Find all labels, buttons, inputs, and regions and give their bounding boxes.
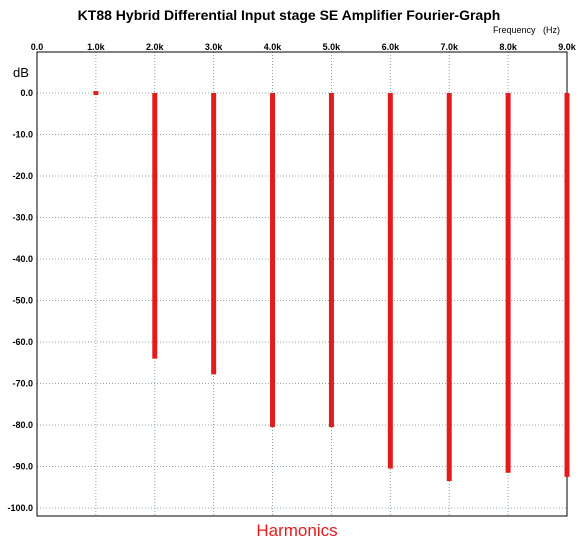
plot-border (36, 51, 568, 517)
x-tick-label: 0.0 (31, 42, 44, 52)
x-tick-label: 4.0k (264, 42, 283, 52)
y-tick-label: -90.0 (12, 462, 33, 472)
x-tick-label: 1.0k (87, 42, 106, 52)
harmonic-bar (387, 93, 393, 469)
y-axis-label: dB (13, 65, 29, 80)
x-tick-label: 5.0k (323, 42, 342, 52)
harmonic-bar (211, 93, 217, 375)
x-unit-label: Frequency (Hz) (493, 25, 560, 35)
x-tick-label: 6.0k (382, 42, 401, 52)
y-tick-labels: 0.0 -10.0 -20.0 -30.0 -40.0 -50.0 -60.0 -70.0 -8… (7, 88, 33, 513)
y-tick-label: -60.0 (12, 337, 33, 347)
x-tick-labels: 0.0 1.0k 2.0k 3.0k 4.0k 5.0k 6.0k 7.0k 8.0k 9.0k (31, 42, 577, 52)
plot-frame (36, 51, 568, 517)
chart-title: KT88 Hybrid Differential Input stage SE … (78, 7, 501, 23)
x-tick-label: 3.0k (205, 42, 224, 52)
y-tick-label: -50.0 (12, 296, 33, 306)
harmonic-bar (152, 93, 158, 359)
harmonic-bar (446, 93, 452, 482)
y-tick-label: -30.0 (12, 213, 33, 223)
harmonic-bar (270, 93, 276, 428)
x-tick-label: 7.0k (440, 42, 459, 52)
harmonic-bar (564, 93, 570, 477)
harmonic-bar-fundamental (93, 91, 99, 95)
harmonic-bars (93, 91, 570, 482)
y-tick-label: -80.0 (12, 420, 33, 430)
grid-lines (36, 52, 568, 516)
y-tick-label: -40.0 (12, 254, 33, 264)
x-tick-label: 2.0k (146, 42, 165, 52)
y-tick-label: -10.0 (12, 130, 33, 140)
y-tick-label: -100.0 (7, 503, 33, 513)
y-tick-label: -20.0 (12, 171, 33, 181)
x-tick-label: 8.0k (499, 42, 518, 52)
x-axis-label: Harmonics (256, 521, 337, 540)
harmonic-bar (505, 93, 511, 473)
harmonic-bar (328, 93, 334, 428)
y-tick-label: 0.0 (20, 88, 33, 98)
x-tick-label: 9.0k (558, 42, 577, 52)
y-tick-label: -70.0 (12, 379, 33, 389)
